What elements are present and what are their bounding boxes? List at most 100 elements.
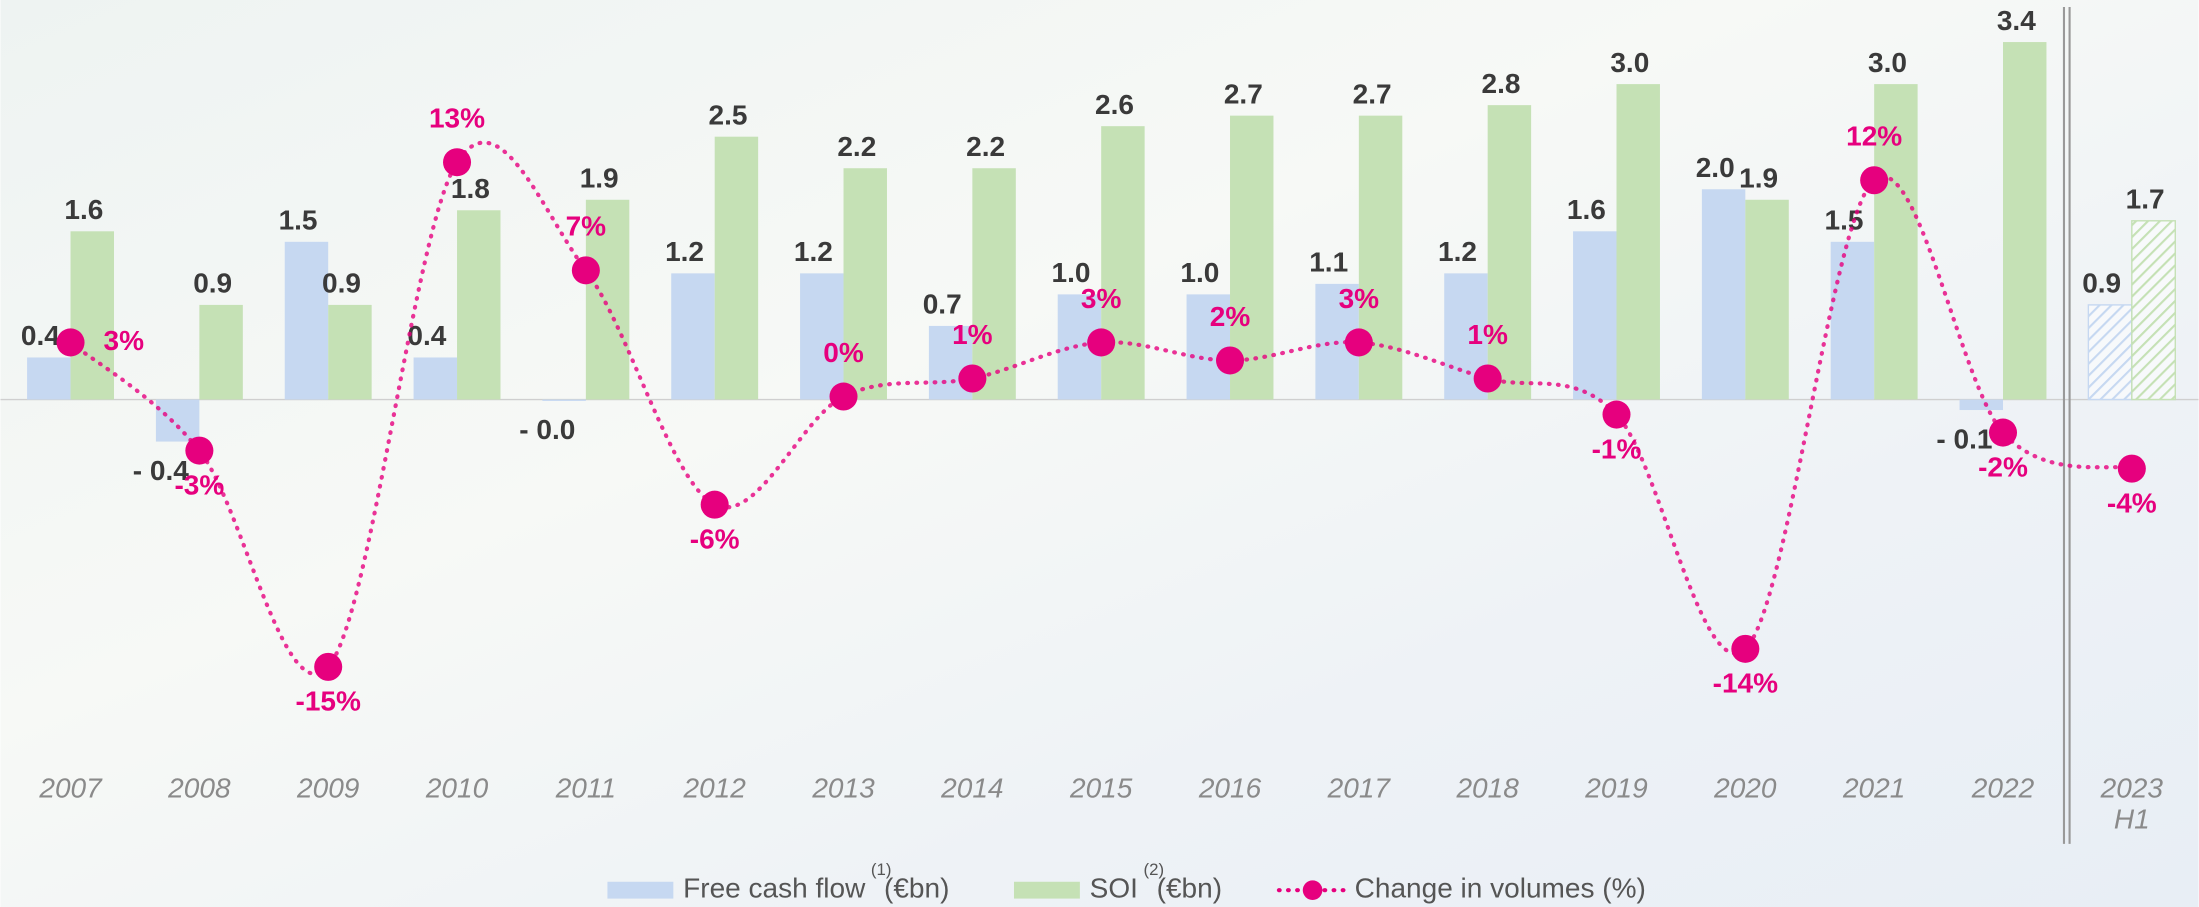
line-label: 12% xyxy=(1846,121,1902,152)
bar xyxy=(671,273,715,400)
legend-swatch xyxy=(607,881,674,899)
bar-label: 0.9 xyxy=(322,268,361,299)
line-label: -6% xyxy=(690,524,740,555)
line-label: -2% xyxy=(1978,451,2028,482)
x-tick-label: 2016 xyxy=(1199,774,1261,805)
bar-label: 1.9 xyxy=(580,163,619,194)
line-label: 3% xyxy=(1339,283,1380,314)
bar-label: 2.7 xyxy=(1224,78,1263,109)
bar xyxy=(1959,399,2003,411)
x-tick-label: 2009 xyxy=(297,773,360,805)
bar xyxy=(585,199,630,400)
line-marker xyxy=(1215,346,1245,375)
x-tick-label-text: 2021 xyxy=(1842,773,1906,805)
x-tick-label-text: 2011 xyxy=(555,773,616,805)
bar xyxy=(1874,84,1918,400)
x-tick-label-text: 2010 xyxy=(425,773,489,805)
bar-label: 2.2 xyxy=(966,131,1005,162)
x-tick-label-text: 2023 H1 xyxy=(2100,773,2164,836)
line-marker xyxy=(958,364,987,393)
x-tick-label-text: 2014 xyxy=(941,773,1004,805)
bar-label: 2.5 xyxy=(709,99,748,130)
line-label: -4% xyxy=(2107,487,2157,518)
legend-footnote: (2) xyxy=(1144,860,1165,879)
bar xyxy=(2131,220,2176,401)
line-label: 7% xyxy=(566,211,607,242)
bar-label: 1.6 xyxy=(1567,194,1606,225)
bar-label: 0.9 xyxy=(193,268,232,299)
bar-label: 0.9 xyxy=(2082,268,2121,299)
line-label: 1% xyxy=(1467,319,1508,350)
x-tick-label-text: 2020 xyxy=(1714,773,1777,805)
bar xyxy=(1186,294,1231,400)
bar xyxy=(1101,126,1145,400)
line-label: -15% xyxy=(295,686,360,717)
line-marker xyxy=(1731,634,1760,663)
bar-label: 3.4 xyxy=(1997,5,2036,36)
bar xyxy=(328,304,372,400)
bar xyxy=(284,241,329,400)
bar-label: 1.2 xyxy=(665,236,704,267)
bar xyxy=(457,210,501,400)
line-label: 3% xyxy=(1081,283,1122,314)
x-tick-label: 2018 xyxy=(1456,774,1518,805)
x-tick-label: 2010 xyxy=(425,773,489,805)
x-tick-label: 2015 xyxy=(1069,773,1133,805)
bar-label: 3.0 xyxy=(1610,47,1649,78)
bar-label: 2.6 xyxy=(1095,89,1134,120)
x-tick-label: 2022 xyxy=(1971,773,2035,805)
x-tick-label: 2017 xyxy=(1327,773,1391,805)
line-label: -1% xyxy=(1592,433,1642,464)
bar xyxy=(27,357,71,400)
bar xyxy=(155,399,200,442)
bar-label: - 0.0 xyxy=(519,414,575,445)
x-tick-label-text: 2017 xyxy=(1327,773,1391,805)
x-tick-label-text: 2012 xyxy=(683,773,746,805)
x-tick-label-text: 2009 xyxy=(297,773,360,805)
bar xyxy=(714,136,759,400)
x-tick-label-text: 2015 xyxy=(1069,773,1133,805)
line xyxy=(68,140,2134,677)
line-marker xyxy=(56,328,85,357)
bar xyxy=(1701,189,1746,400)
bar-label: 2.2 xyxy=(837,131,876,162)
line-label: -14% xyxy=(1713,668,1778,699)
bar-label: 1.5 xyxy=(279,205,318,236)
line-marker xyxy=(314,652,343,681)
bar xyxy=(2002,42,2047,400)
bar xyxy=(1573,231,1617,400)
bar xyxy=(972,168,1016,400)
line-label: -3% xyxy=(174,469,224,500)
line-marker xyxy=(1860,166,1889,195)
bar-label: 1.1 xyxy=(1309,247,1348,278)
line-marker xyxy=(700,490,729,519)
bar-label: 0.7 xyxy=(923,289,962,320)
line-label: 0% xyxy=(823,337,864,368)
x-tick-label: 2021 xyxy=(1842,773,1906,805)
line-marker xyxy=(185,436,214,465)
bar xyxy=(542,399,586,401)
bar-label: 1.0 xyxy=(1052,257,1091,288)
legend-label: Free cash flow xyxy=(683,873,866,904)
line-marker xyxy=(2117,454,2146,483)
bar-label: 2.8 xyxy=(1482,68,1521,99)
line-marker xyxy=(571,256,600,285)
line-marker xyxy=(1087,328,1116,357)
bar xyxy=(413,357,458,400)
bar-label: 2.0 xyxy=(1696,152,1735,183)
line-marker xyxy=(1344,328,1373,357)
legend-footnote: (1) xyxy=(871,860,892,879)
x-tick-label-text: 2022 xyxy=(1971,773,2035,805)
line-label: 3% xyxy=(104,325,145,356)
line-marker xyxy=(443,148,472,177)
bar-label: 1.6 xyxy=(64,194,103,225)
bar xyxy=(1830,241,1875,400)
bar-label: - 0.4 xyxy=(133,455,189,486)
line-marker xyxy=(1473,364,1502,393)
bar xyxy=(800,273,844,400)
legend-label: Change in volumes (%) xyxy=(1355,873,1646,904)
bar-label: 2.7 xyxy=(1353,78,1392,109)
x-tick-label-text: 2008 xyxy=(168,773,231,805)
line-label: 2% xyxy=(1210,301,1251,332)
